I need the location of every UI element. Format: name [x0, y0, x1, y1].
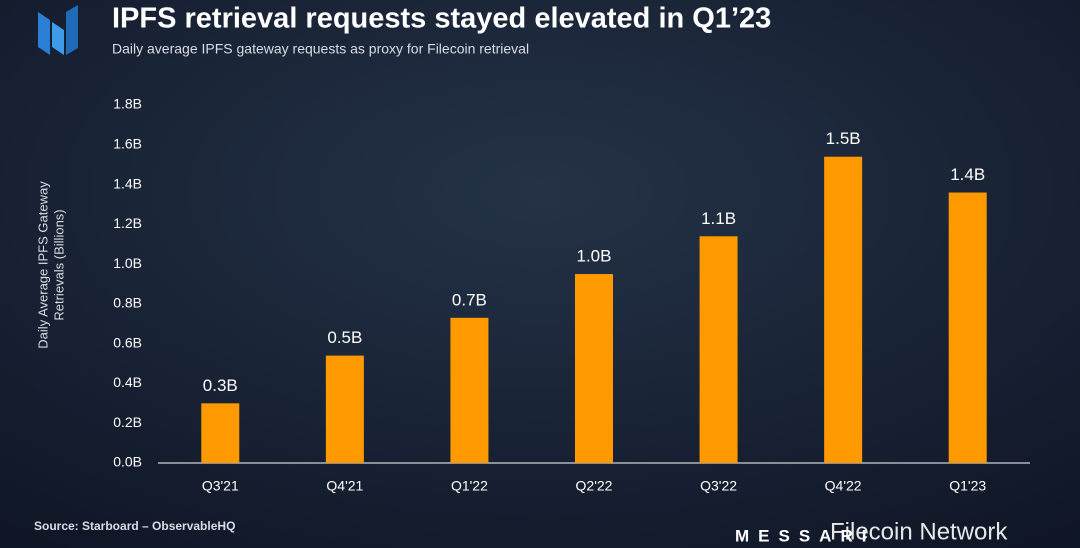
y-tick-label: 1.0B — [113, 255, 142, 271]
brand: MESSARI — [735, 526, 875, 545]
y-tick-label: 0.6B — [113, 334, 142, 350]
x-tick-label: Q4'21 — [326, 478, 363, 494]
data-label: 0.7B — [452, 290, 487, 309]
bar — [824, 156, 863, 463]
y-tick-label: 0.0B — [113, 454, 142, 470]
x-tick-label: Q1'22 — [451, 478, 488, 494]
chart-title: IPFS retrieval requests stayed elevated … — [112, 3, 771, 35]
chart-subtitle: Daily average IPFS gateway requests as p… — [112, 41, 529, 57]
bar — [325, 355, 364, 463]
y-tick-label: 0.4B — [113, 374, 142, 390]
data-label: 1.1B — [701, 209, 736, 228]
bar — [201, 403, 240, 463]
data-label: 0.3B — [203, 376, 238, 395]
y-tick-label: 1.8B — [113, 96, 142, 112]
data-label: 1.0B — [577, 247, 612, 266]
x-tick-label: Q4'22 — [825, 478, 862, 494]
x-tick-label: Q2'22 — [576, 478, 613, 494]
source: Source: Starboard – ObservableHQ — [34, 519, 235, 533]
x-tick-label: Q3'21 — [202, 478, 239, 494]
y-tick-label: 1.6B — [113, 135, 142, 151]
x-tick-label: Q1'23 — [949, 478, 986, 494]
data-label: 1.5B — [826, 129, 861, 148]
data-label: 0.5B — [327, 328, 362, 347]
y-tick-label: 0.8B — [113, 295, 142, 311]
y-axis-title-line: Retrievals (Billions) — [51, 209, 66, 320]
bar — [948, 192, 987, 463]
watermark: Filecoin Network — [830, 518, 1008, 545]
y-tick-label: 0.2B — [113, 414, 142, 430]
bar — [575, 274, 613, 463]
logo — [38, 5, 78, 55]
x-tick-label: Q3'22 — [700, 478, 737, 494]
y-axis-title: Daily Average IPFS Gateway Retrievals (B… — [35, 181, 66, 349]
bar — [450, 317, 489, 463]
y-axis-title-line: Daily Average IPFS Gateway — [35, 181, 50, 349]
data-label: 1.4B — [950, 165, 985, 184]
y-tick-label: 1.4B — [113, 175, 142, 191]
y-tick-label: 1.2B — [113, 215, 142, 231]
bar — [699, 236, 738, 463]
